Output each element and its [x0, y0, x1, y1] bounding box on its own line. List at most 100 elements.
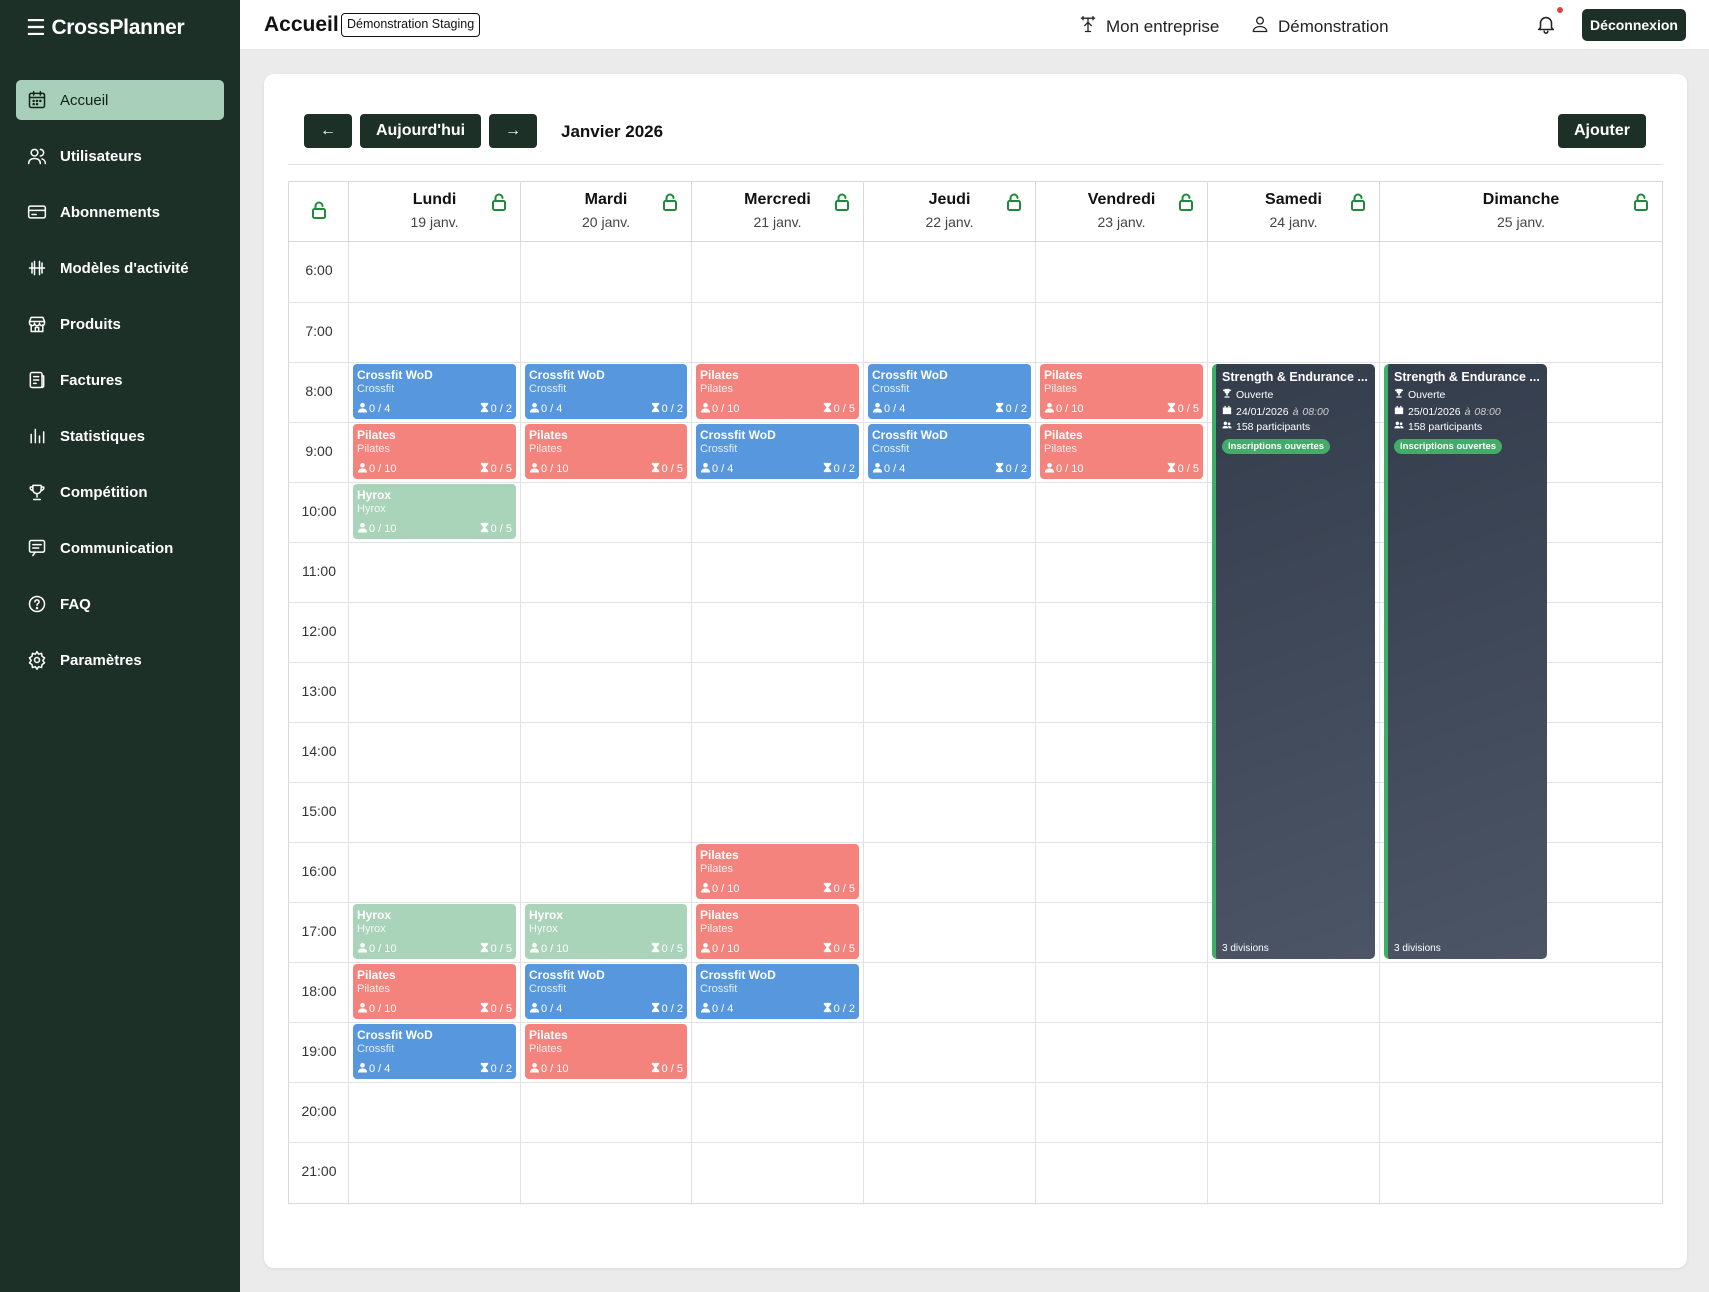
- sidebar-item-statistiques[interactable]: Statistiques: [16, 416, 224, 456]
- event-crossfit[interactable]: Crossfit WoD Crossfit 0 / 4 0 / 2: [525, 964, 687, 1019]
- hour-row: 8:00: [289, 362, 1662, 422]
- card-icon: [26, 201, 48, 223]
- person-icon: [700, 882, 711, 896]
- unlock-icon[interactable]: [1006, 193, 1022, 216]
- event-activity: Crossfit: [872, 383, 910, 395]
- company-link[interactable]: Mon entreprise: [1078, 14, 1219, 39]
- hour-label: 6:00: [305, 262, 333, 278]
- unlock-icon[interactable]: [1178, 193, 1194, 216]
- day-date: 21 janv.: [753, 214, 802, 230]
- unlock-icon[interactable]: [834, 193, 850, 216]
- weightlifter-icon: [1078, 14, 1098, 39]
- event-crossfit[interactable]: Crossfit WoD Crossfit 0 / 4 0 / 2: [525, 364, 687, 419]
- unlock-icon[interactable]: [662, 193, 678, 216]
- sidebar-item-competition[interactable]: Compétition: [16, 472, 224, 512]
- event-pilates[interactable]: Pilates Pilates 0 / 10 0 / 5: [353, 424, 516, 479]
- hourglass-icon: [650, 1062, 661, 1076]
- store-icon: [26, 313, 48, 335]
- trophy-icon: [1394, 388, 1404, 401]
- participants-count: 0 / 4: [884, 403, 906, 415]
- person-icon: [529, 1002, 540, 1016]
- hour-row: 16:00: [289, 842, 1662, 902]
- waitlist-count: 0 / 5: [661, 1063, 683, 1075]
- today-button[interactable]: Aujourd'hui: [360, 114, 481, 148]
- event-pilates[interactable]: Pilates Pilates 0 / 10 0 / 5: [1040, 424, 1203, 479]
- event-title: Pilates: [1044, 428, 1083, 442]
- hour-row: 19:00: [289, 1022, 1662, 1082]
- brand[interactable]: ☰ CrossPlanner: [26, 14, 185, 42]
- sidebar-item-abonnements[interactable]: Abonnements: [16, 192, 224, 232]
- event-crossfit[interactable]: Crossfit WoD Crossfit 0 / 4 0 / 2: [696, 964, 859, 1019]
- hour-row: 13:00: [289, 662, 1662, 722]
- waitlist-count: 0 / 5: [1177, 463, 1199, 475]
- notification-dot: [1557, 7, 1563, 13]
- sidebar-item-accueil[interactable]: Accueil: [16, 80, 224, 120]
- event-hyrox[interactable]: Hyrox Hyrox 0 / 10 0 / 5: [525, 904, 687, 959]
- event-pilates[interactable]: Pilates Pilates 0 / 10 0 / 5: [696, 844, 859, 899]
- unlock-icon[interactable]: [1350, 193, 1366, 216]
- event-activity: Pilates: [1044, 443, 1078, 455]
- event-title: Crossfit WoD: [872, 428, 948, 442]
- event-pilates[interactable]: Pilates Pilates 0 / 10 0 / 5: [353, 964, 516, 1019]
- waitlist-count: 0 / 5: [661, 463, 683, 475]
- event-hyrox[interactable]: Hyrox Hyrox 0 / 10 0 / 5: [353, 484, 516, 539]
- event-hyrox[interactable]: Hyrox Hyrox 0 / 10 0 / 5: [353, 904, 516, 959]
- divisions-count: 3 divisions: [1222, 943, 1269, 954]
- event-pilates[interactable]: Pilates Pilates 0 / 10 0 / 5: [525, 424, 687, 479]
- day-header-mardi: Mardi 20 janv.: [521, 182, 692, 242]
- day-name: Samedi: [1265, 191, 1322, 208]
- user-menu[interactable]: Démonstration: [1250, 14, 1389, 39]
- event-crossfit[interactable]: Crossfit WoD Crossfit 0 / 4 0 / 2: [868, 424, 1031, 479]
- add-button[interactable]: Ajouter: [1558, 114, 1646, 148]
- unlock-icon[interactable]: [491, 193, 507, 216]
- sidebar-item-modeles-d-activite[interactable]: Modèles d'activité: [16, 248, 224, 288]
- sidebar-item-faq[interactable]: FAQ: [16, 584, 224, 624]
- day-header-dimanche: Dimanche 25 janv.: [1380, 182, 1662, 242]
- day-name: Mardi: [584, 191, 628, 208]
- participants-count: 0 / 10: [369, 463, 397, 475]
- sidebar-item-parametres[interactable]: Paramètres: [16, 640, 224, 680]
- hour-label: 17:00: [301, 923, 337, 939]
- waitlist-count: 0 / 5: [490, 943, 512, 955]
- person-icon: [529, 942, 540, 956]
- competition-event[interactable]: Strength & Endurance ... Ouverte 24/01/202…: [1212, 364, 1375, 959]
- competition-event[interactable]: Strength & Endurance ... Ouverte 25/01/202…: [1384, 364, 1547, 959]
- hourglass-icon: [479, 522, 490, 536]
- sidebar-item-utilisateurs[interactable]: Utilisateurs: [16, 136, 224, 176]
- notifications-button[interactable]: [1535, 7, 1563, 37]
- event-crossfit[interactable]: Crossfit WoD Crossfit 0 / 4 0 / 2: [696, 424, 859, 479]
- sidebar-item-produits[interactable]: Produits: [16, 304, 224, 344]
- global-lock-button[interactable]: [289, 182, 349, 242]
- event-pilates[interactable]: Pilates Pilates 0 / 10 0 / 5: [696, 904, 859, 959]
- hour-label: 14:00: [301, 743, 337, 759]
- event-pilates[interactable]: Pilates Pilates 0 / 10 0 / 5: [1040, 364, 1203, 419]
- event-activity: Pilates: [700, 923, 734, 935]
- hour-label: 7:00: [305, 323, 333, 339]
- hour-label: 15:00: [301, 803, 337, 819]
- logout-button[interactable]: Déconnexion: [1582, 9, 1686, 41]
- top-header: Accueil Démonstration Staging Mon entrep…: [240, 0, 1709, 50]
- hour-label: 21:00: [301, 1163, 337, 1179]
- event-pilates[interactable]: Pilates Pilates 0 / 10 0 / 5: [696, 364, 859, 419]
- event-crossfit[interactable]: Crossfit WoD Crossfit 0 / 4 0 / 2: [353, 1024, 516, 1079]
- sidebar-item-factures[interactable]: Factures: [16, 360, 224, 400]
- event-title: Pilates: [529, 1028, 568, 1042]
- next-week-button[interactable]: →: [489, 114, 537, 148]
- event-activity: Crossfit: [357, 1043, 395, 1055]
- hour-label: 18:00: [301, 983, 337, 999]
- person-icon: [700, 462, 711, 476]
- unlock-icon[interactable]: [1633, 193, 1649, 216]
- sidebar-item-communication[interactable]: Communication: [16, 528, 224, 568]
- prev-week-button[interactable]: ←: [304, 114, 352, 148]
- divisions-count: 3 divisions: [1394, 943, 1441, 954]
- competition-status: Ouverte: [1394, 388, 1445, 401]
- event-activity: Crossfit: [529, 983, 567, 995]
- event-pilates[interactable]: Pilates Pilates 0 / 10 0 / 5: [525, 1024, 687, 1079]
- event-crossfit[interactable]: Crossfit WoD Crossfit 0 / 4 0 / 2: [353, 364, 516, 419]
- hourglass-icon: [822, 882, 833, 896]
- dumbbell-icon: [26, 257, 48, 279]
- event-activity: Crossfit: [700, 983, 738, 995]
- menu-icon[interactable]: ☰: [26, 15, 46, 40]
- event-crossfit[interactable]: Crossfit WoD Crossfit 0 / 4 0 / 2: [868, 364, 1031, 419]
- hour-row: 15:00: [289, 782, 1662, 842]
